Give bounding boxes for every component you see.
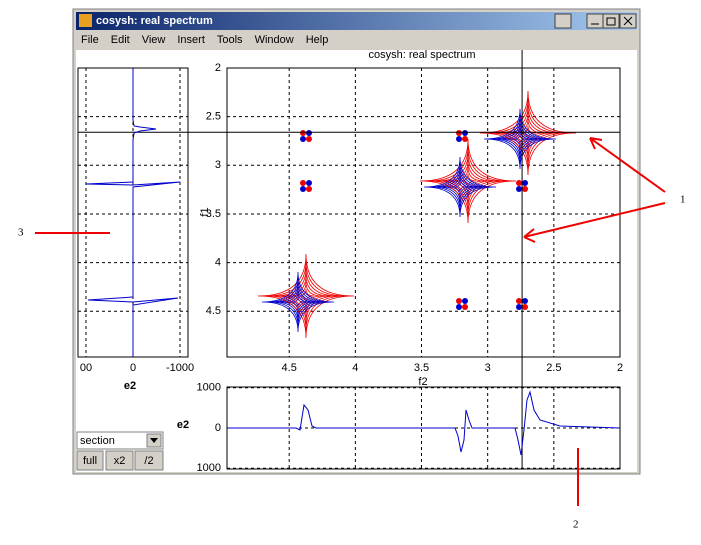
menu-item[interactable]: Tools bbox=[217, 34, 243, 46]
y-axis-label: f1 bbox=[199, 207, 211, 216]
cross-peak bbox=[456, 298, 462, 304]
y-tick-label: 3 bbox=[215, 159, 221, 171]
window-buttons bbox=[554, 13, 637, 29]
button-glyphs bbox=[591, 16, 633, 26]
button[interactable] bbox=[134, 450, 164, 471]
annotation-label: 3 bbox=[18, 227, 24, 239]
x-tick-label: 3 bbox=[485, 362, 491, 374]
cross-peak bbox=[306, 180, 312, 186]
button[interactable] bbox=[76, 450, 104, 471]
cross-peak bbox=[516, 180, 522, 186]
y-tick-label: 0 bbox=[215, 422, 221, 434]
cross-peak bbox=[300, 180, 306, 186]
y-tick-label: 3.5 bbox=[206, 208, 221, 220]
y-tick-label: 1000 bbox=[197, 382, 221, 394]
dropdown[interactable] bbox=[76, 431, 164, 450]
contour bbox=[507, 128, 533, 150]
contour bbox=[483, 108, 557, 170]
button-label: x2 bbox=[114, 455, 126, 467]
plot-title: cosysh: real spectrum bbox=[369, 49, 476, 61]
y-tick-label: 4.5 bbox=[206, 305, 221, 317]
y-tick-label: 4 bbox=[215, 257, 221, 269]
menu-item[interactable]: Insert bbox=[177, 34, 205, 46]
annotation-label: 2 bbox=[573, 519, 579, 531]
cross-peak bbox=[306, 136, 312, 142]
contour bbox=[423, 156, 497, 218]
cross-peak bbox=[522, 180, 528, 186]
side-axis-label: e2 bbox=[124, 380, 136, 392]
x-tick-label: 3.5 bbox=[414, 362, 429, 374]
cross-peak bbox=[516, 298, 522, 304]
title-bar bbox=[76, 12, 637, 30]
button-label: /2 bbox=[144, 455, 153, 467]
bottom-axis-label: e2 bbox=[177, 419, 189, 431]
cross-peak bbox=[300, 130, 306, 136]
maximize-button[interactable] bbox=[602, 13, 620, 29]
bottom-trace bbox=[227, 390, 621, 456]
cross-peak bbox=[516, 304, 522, 310]
cross-peak bbox=[516, 186, 522, 192]
window-title: cosysh: real spectrum bbox=[96, 15, 213, 27]
x-tick-label: 4.5 bbox=[282, 362, 297, 374]
app-icon bbox=[79, 14, 92, 27]
cross-peak bbox=[456, 304, 462, 310]
cross-peak bbox=[522, 298, 528, 304]
x-tick-label: 0 bbox=[130, 362, 136, 374]
annotation-label: 1 bbox=[680, 194, 686, 206]
cross-peak bbox=[306, 186, 312, 192]
x-tick-label: 4 bbox=[352, 362, 358, 374]
menu-item[interactable]: Window bbox=[255, 34, 294, 46]
cross-peak bbox=[300, 136, 306, 142]
menu-item[interactable]: Help bbox=[306, 34, 329, 46]
contour bbox=[447, 176, 473, 198]
cross-peak bbox=[522, 186, 528, 192]
cross-peak bbox=[456, 130, 462, 136]
dock-button[interactable] bbox=[554, 13, 572, 29]
y-tick-label: 1000 bbox=[197, 462, 221, 474]
cross-peak bbox=[462, 130, 468, 136]
x-axis-label: f2 bbox=[418, 376, 427, 388]
menu-item[interactable]: File bbox=[81, 34, 99, 46]
cross-peak bbox=[300, 186, 306, 192]
y-tick-label: 2 bbox=[215, 62, 221, 74]
contour bbox=[261, 271, 335, 333]
cross-peak bbox=[462, 304, 468, 310]
x-tick-label: 2.5 bbox=[546, 362, 561, 374]
cross-peak bbox=[462, 136, 468, 142]
main-axes bbox=[226, 67, 621, 358]
menu-item[interactable]: Edit bbox=[111, 34, 130, 46]
cross-peak bbox=[456, 136, 462, 142]
x-tick-label: 2 bbox=[617, 362, 623, 374]
y-tick-label: 2.5 bbox=[206, 111, 221, 123]
menu-item[interactable]: View bbox=[142, 34, 166, 46]
x-tick-label: 00 bbox=[80, 362, 92, 374]
cross-peak bbox=[462, 298, 468, 304]
annotation-arrows bbox=[523, 137, 666, 243]
dropdown-text: section bbox=[80, 435, 115, 447]
cross-peak bbox=[522, 304, 528, 310]
side-trace bbox=[85, 68, 181, 357]
button[interactable] bbox=[105, 450, 134, 471]
dropdown-glyph bbox=[150, 438, 158, 443]
menu-bar: File Edit View Insert Tools Window Help bbox=[81, 34, 328, 46]
button-row: full x2/2 bbox=[76, 450, 164, 471]
minimize-button[interactable] bbox=[586, 13, 604, 29]
button-label: full bbox=[83, 455, 97, 467]
x-tick-label: -1000 bbox=[166, 362, 194, 374]
cross-peak bbox=[306, 130, 312, 136]
contour bbox=[285, 291, 311, 313]
